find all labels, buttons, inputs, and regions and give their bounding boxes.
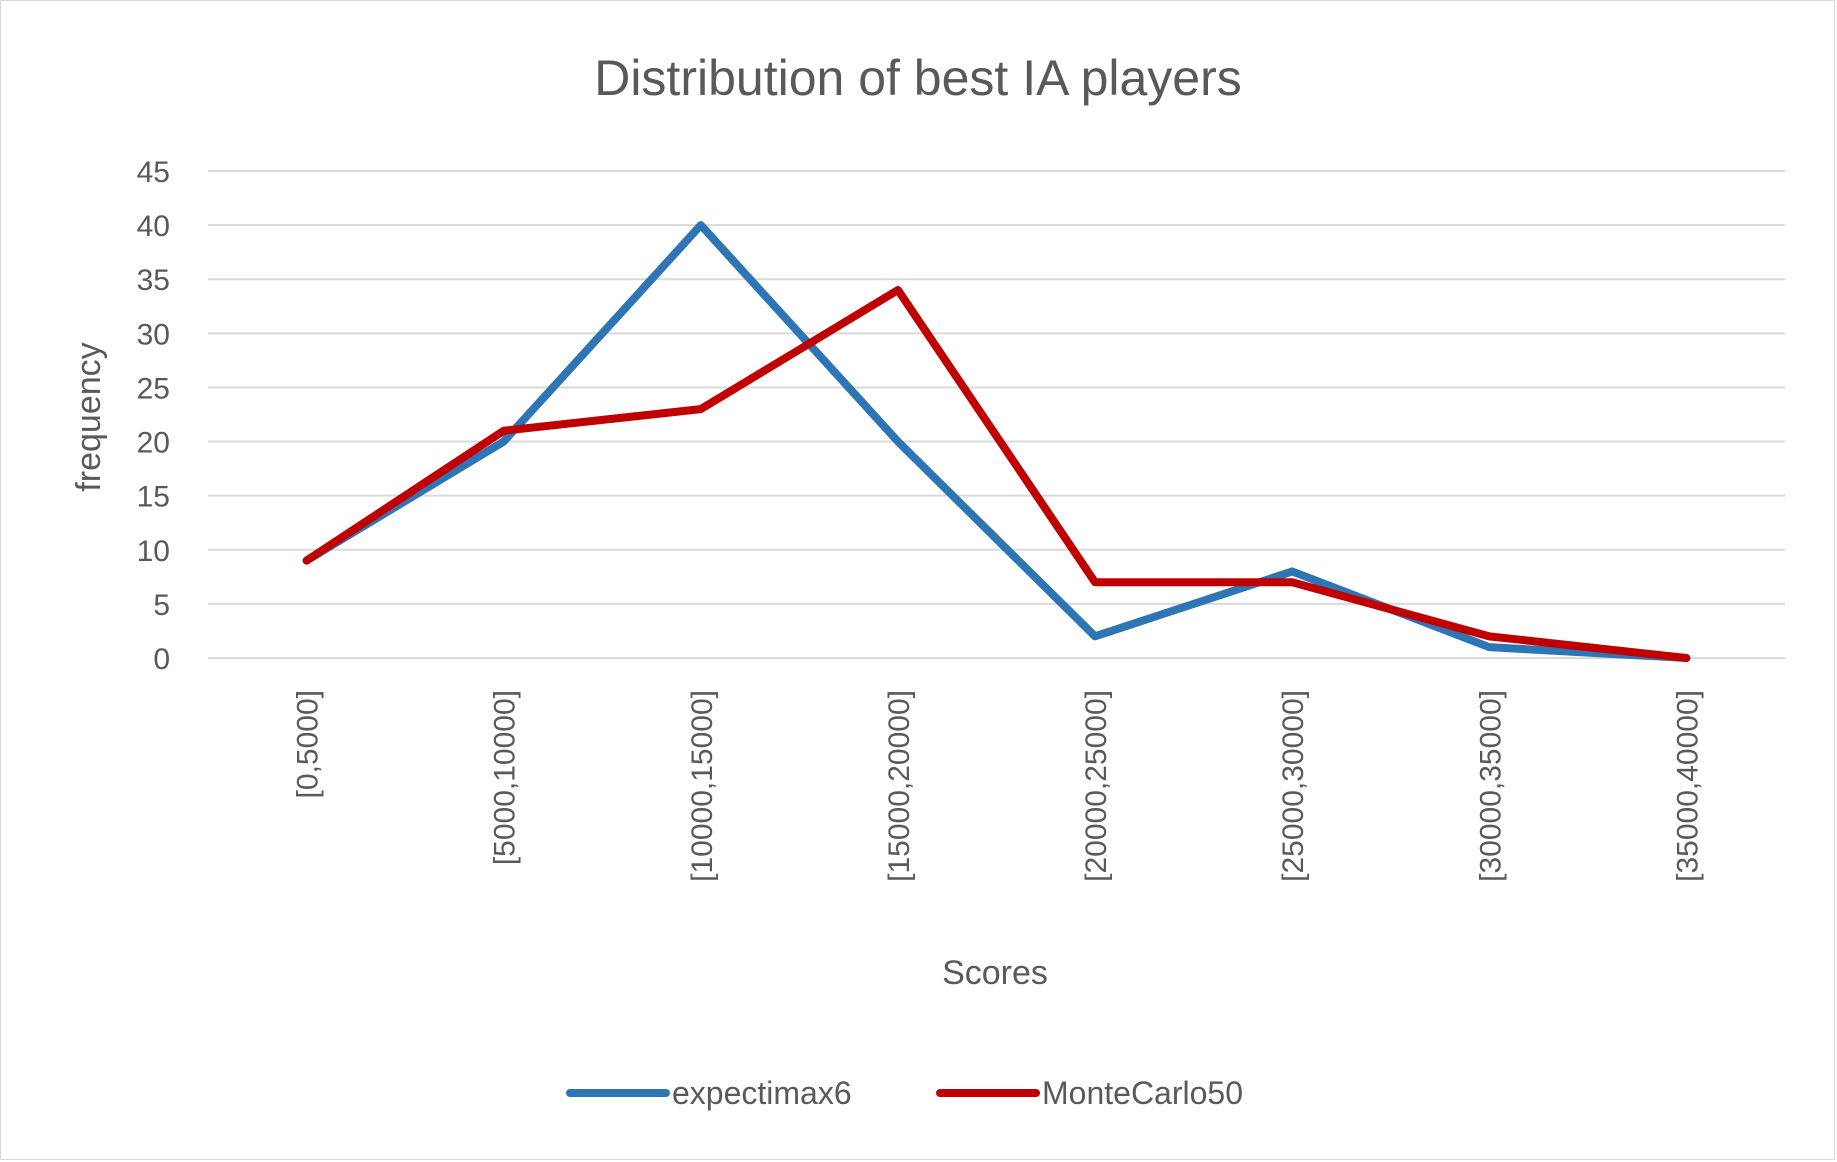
y-tick-label: 15 — [137, 481, 170, 514]
legend-label: expectimax6 — [672, 1075, 852, 1111]
series-lines — [302, 221, 1691, 662]
y-tick-label: 40 — [137, 210, 170, 243]
x-axis-label: Scores — [942, 954, 1048, 992]
x-tick-label: [25000,30000] — [1277, 690, 1310, 882]
x-tick-label: [20000,25000] — [1080, 690, 1113, 882]
x-tick-label: [0,5000] — [292, 690, 325, 798]
y-tick-label: 45 — [137, 156, 170, 189]
x-tick-label: [30000,35000] — [1474, 690, 1507, 882]
y-tick-label: 20 — [137, 427, 170, 460]
x-axis-ticks: [0,5000] [5000,10000] [10000,15000] [15000,… — [292, 690, 1705, 882]
y-tick-label: 10 — [137, 535, 170, 568]
x-tick-label: [35000,40000] — [1671, 690, 1704, 882]
y-axis-ticks: 0 5 10 15 20 25 30 35 40 45 — [137, 156, 170, 676]
series-line-MonteCarlo50 — [302, 286, 1691, 662]
x-tick-label: [5000,10000] — [489, 690, 522, 865]
gridlines — [208, 170, 1785, 659]
y-tick-label: 35 — [137, 264, 170, 297]
y-tick-label: 5 — [153, 589, 170, 622]
y-axis-label: frequency — [70, 342, 108, 491]
x-tick-label: [15000,20000] — [883, 690, 916, 882]
chart-title: Distribution of best IA players — [594, 50, 1242, 106]
y-tick-label: 30 — [137, 318, 170, 351]
series-line-expectimax6 — [302, 221, 1691, 662]
y-tick-label: 25 — [137, 372, 170, 405]
x-tick-label: [10000,15000] — [686, 690, 719, 882]
legend: expectimax6 MonteCarlo50 — [566, 1075, 1243, 1111]
legend-label: MonteCarlo50 — [1042, 1075, 1243, 1111]
y-tick-label: 0 — [153, 643, 170, 676]
